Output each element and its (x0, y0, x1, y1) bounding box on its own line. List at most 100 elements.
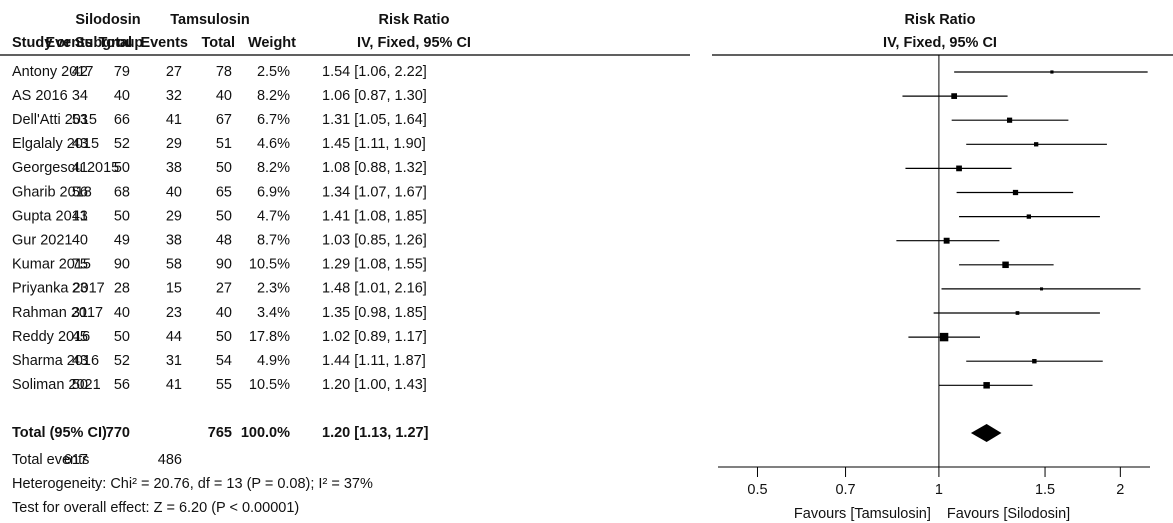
tamsulosin-events: 15 (166, 281, 182, 297)
weight: 4.9% (257, 353, 290, 369)
tamsulosin-events-total: 486 (158, 452, 182, 468)
weight: 2.5% (257, 64, 290, 80)
silodosin-events: 41 (72, 208, 88, 224)
weight: 6.9% (257, 184, 290, 200)
silodosin-events: 34 (72, 88, 88, 104)
x-label-right: Favours [Silodosin] (947, 506, 1070, 522)
tamsulosin-total: 27 (216, 281, 232, 297)
study-name: Gupta 2013 (12, 208, 88, 224)
silodosin-events: 40 (72, 233, 88, 249)
weight: 10.5% (249, 257, 290, 273)
silodosin-events: 41 (72, 160, 88, 176)
tamsulosin-events: 38 (166, 160, 182, 176)
effect-square (1026, 214, 1032, 219)
group-header: Tamsulosin (170, 12, 250, 28)
tamsulosin-events: 29 (166, 136, 182, 152)
silodosin-total: 52 (114, 136, 130, 152)
study-name: Sharma 2016 (12, 353, 99, 369)
column-header: IV, Fixed, 95% CI (883, 35, 997, 51)
tamsulosin-total: 40 (216, 305, 232, 321)
weight: 3.4% (257, 305, 290, 321)
x-tick-label: 2 (1116, 482, 1124, 498)
study-name: Gharib 2018 (12, 184, 92, 200)
ci-label: 1.45 [1.11, 1.90] (322, 136, 426, 152)
weight: 4.7% (257, 208, 290, 224)
tamsulosin-total: 90 (216, 257, 232, 273)
weight: 8.7% (257, 233, 290, 249)
tamsulosin-events: 58 (166, 257, 182, 273)
x-tick-label: 1 (935, 482, 943, 498)
silodosin-total: 770 (106, 425, 130, 441)
column-header: Events (45, 35, 93, 51)
effect-square (983, 382, 990, 389)
tamsulosin-events: 29 (166, 208, 182, 224)
tamsulosin-total: 54 (216, 353, 232, 369)
tamsulosin-total: 50 (216, 208, 232, 224)
tamsulosin-total: 48 (216, 233, 232, 249)
total-label: Total (95% CI) (12, 425, 107, 441)
study-name: Soliman 2021 (12, 377, 101, 393)
x-tick-label: 0.7 (835, 482, 855, 498)
study-name: Kumar 2015 (12, 257, 91, 273)
silodosin-total: 90 (114, 257, 130, 273)
total-events-label: Total events (12, 452, 89, 468)
group-header: Risk Ratio (905, 12, 976, 28)
silodosin-total: 66 (114, 112, 130, 128)
column-header: IV, Fixed, 95% CI (357, 35, 471, 51)
effect-square (1032, 358, 1037, 364)
ci-label: 1.02 [0.89, 1.17] (322, 329, 427, 345)
ci-label: 1.44 [1.11, 1.87] (322, 353, 426, 369)
weight: 10.5% (249, 377, 290, 393)
weight: 4.6% (257, 136, 290, 152)
tamsulosin-total: 78 (216, 64, 232, 80)
column-header: Study or Subgroup (12, 35, 143, 51)
tamsulosin-total: 51 (216, 136, 232, 152)
tamsulosin-total: 765 (208, 425, 232, 441)
weight: 17.8% (249, 329, 290, 345)
heterogeneity: Heterogeneity: Chi² = 20.76, df = 13 (P … (12, 476, 373, 492)
ci-label: 1.48 [1.01, 2.16] (322, 281, 427, 297)
study-name: Reddy 2016 (12, 329, 90, 345)
effect-square (939, 332, 949, 342)
effect-square (1034, 142, 1039, 147)
x-tick-label: 1.5 (1035, 482, 1055, 498)
silodosin-events: 56 (72, 184, 88, 200)
tamsulosin-total: 40 (216, 88, 232, 104)
effect-square (951, 93, 958, 99)
tamsulosin-events: 32 (166, 88, 182, 104)
tamsulosin-events: 31 (166, 353, 182, 369)
ci-label: 1.54 [1.06, 2.22] (322, 64, 427, 80)
tamsulosin-total: 65 (216, 184, 232, 200)
ci-label: 1.35 [0.98, 1.85] (322, 305, 427, 321)
ci-label: 1.34 [1.07, 1.67] (322, 184, 427, 200)
silodosin-total: 40 (114, 305, 130, 321)
silodosin-events: 43 (72, 136, 88, 152)
silodosin-total: 50 (114, 329, 130, 345)
silodosin-events: 45 (72, 329, 88, 345)
effect-square (956, 165, 962, 172)
study-name: Elgalaly 2015 (12, 136, 99, 152)
silodosin-events: 50 (72, 377, 88, 393)
silodosin-events: 31 (72, 305, 88, 321)
effect-square (1015, 311, 1020, 315)
x-label-left: Favours [Tamsulosin] (794, 506, 931, 522)
tamsulosin-events: 44 (166, 329, 182, 345)
tamsulosin-events: 27 (166, 64, 182, 80)
study-name: Gur 2021 (12, 233, 72, 249)
column-header: Events (140, 35, 188, 51)
study-name: Georgescu 2015 (12, 160, 119, 176)
study-name: Dell'Atti 2015 (12, 112, 97, 128)
tamsulosin-events: 38 (166, 233, 182, 249)
ci-label: 1.31 [1.05, 1.64] (322, 112, 427, 128)
column-header: Weight (248, 35, 296, 51)
silodosin-total: 40 (114, 88, 130, 104)
silodosin-total: 50 (114, 160, 130, 176)
weight: 8.2% (257, 160, 290, 176)
ci-label: 1.29 [1.08, 1.55] (322, 257, 427, 273)
silodosin-total: 68 (114, 184, 130, 200)
silodosin-events: 42 (72, 64, 88, 80)
study-name: Antony 2017 (12, 64, 93, 80)
tamsulosin-total: 67 (216, 112, 232, 128)
study-name: Priyanka 2017 (12, 281, 105, 297)
